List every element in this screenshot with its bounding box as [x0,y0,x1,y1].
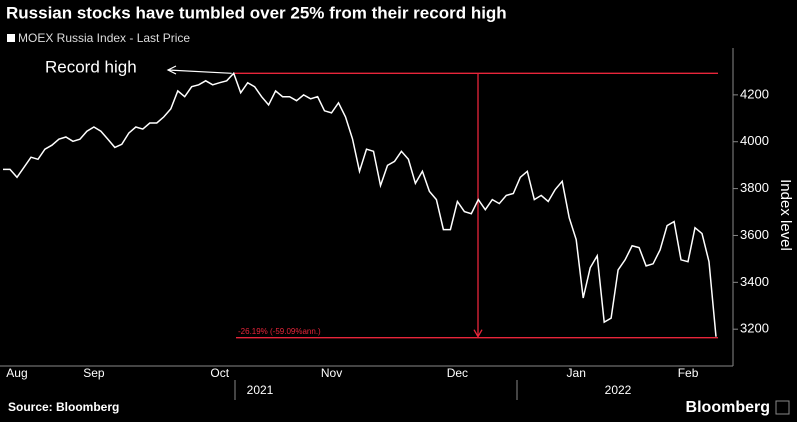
x-tick-label: Oct [210,366,229,380]
x-tick-label: Nov [321,366,342,380]
change-label: -26.19% (-59.09%ann.) [238,327,321,336]
year-label: 2022 [605,383,632,397]
year-label: 2021 [247,383,274,397]
x-tick-label: Jan [567,366,586,380]
x-tick-label: Feb [678,366,699,380]
x-tick-label: Dec [447,366,468,380]
legend-label: MOEX Russia Index - Last Price [18,31,190,45]
y-tick-label: 3600 [740,227,769,242]
source: Source: Bloomberg [8,400,119,414]
record-high-arrowhead [166,65,177,75]
brand: Bloomberg [686,399,770,416]
y-tick-label: 4200 [740,86,769,101]
y-tick-label: 3800 [740,180,769,195]
record-high-arrow [167,69,232,74]
line [3,71,717,337]
x-tick-label: Aug [6,366,27,380]
y-tick-label: 3200 [740,321,769,336]
brand-icon [775,400,790,415]
chart-title: Russian stocks have tumbled over 25% fro… [6,3,507,22]
legend-swatch [7,34,15,42]
y-axis-title: Index level [777,179,794,251]
drop-arrowhead [473,329,483,339]
y-tick-label: 4000 [740,133,769,148]
y-tick-label: 3400 [740,274,769,289]
record-high-label: Record high [45,57,137,76]
x-tick-label: Sep [83,366,105,380]
